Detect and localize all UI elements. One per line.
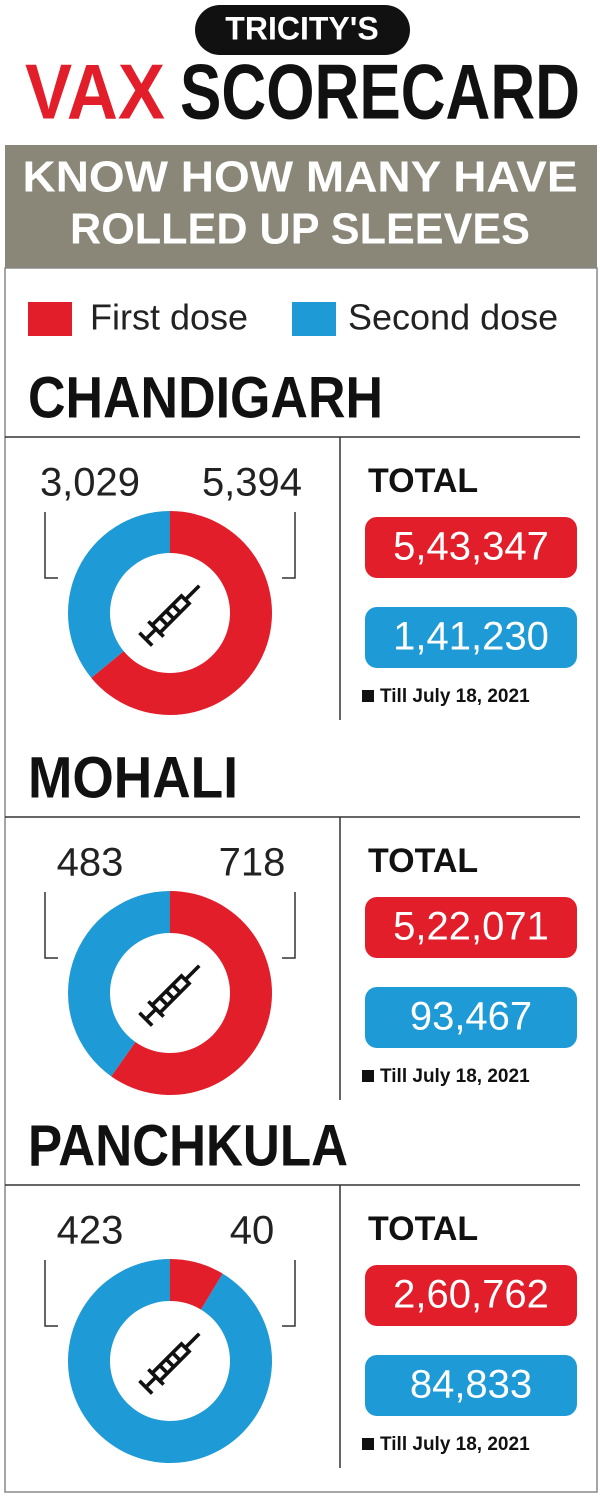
total-badge [365,1355,577,1416]
note-bullet [362,1438,374,1450]
note: Till July 18, 2021 [380,686,530,707]
value-label: 5,394 [202,461,302,505]
total-badge [365,607,577,668]
donut-slice [111,891,272,1096]
section-title: MOHALI [28,745,238,810]
total-value: 5,22,071 [393,905,549,949]
value-label: 718 [219,841,286,885]
syringe-icon [136,576,209,649]
value-label: 423 [57,1209,124,1253]
total-badge [365,987,577,1048]
value-label: 483 [57,841,124,885]
note: Till July 18, 2021 [380,1066,530,1087]
total-heading: TOTAL [368,1210,478,1248]
total-badge [365,517,577,578]
legend-label: Second dose [348,297,558,338]
total-value: 2,60,762 [393,1273,549,1317]
legend-swatch [28,302,72,336]
syringe-icon [136,956,209,1029]
title-black: SCORECARD [180,48,580,136]
legend-swatch [292,302,336,336]
note-bullet [362,690,374,702]
donut-slice [68,511,170,678]
donut-slice [91,511,273,716]
subtitle: ROLLED UP SLEEVES [70,205,530,254]
total-badge [365,1265,577,1326]
section-title: CHANDIGARH [28,365,383,430]
total-heading: TOTAL [368,462,478,500]
donut-slice [170,1259,223,1310]
syringe-icon [136,1324,209,1397]
bracket [282,1260,296,1327]
legend-label: First dose [90,297,248,338]
bracket [282,892,296,959]
bracket [44,892,58,959]
total-heading: TOTAL [368,842,478,880]
kicker-pill [195,5,410,55]
donut-slice [68,1259,273,1464]
total-value: 1,41,230 [393,615,549,659]
value-label: 40 [230,1209,275,1253]
bracket [282,512,296,579]
bracket [44,512,58,579]
title-red: VAX [25,48,165,136]
section-title: PANCHKULA [28,1113,348,1178]
frame [4,267,598,1493]
donut-slice [67,891,170,1077]
total-value: 84,833 [410,1363,532,1407]
kicker: TRICITY'S [225,10,378,46]
total-value: 5,43,347 [393,525,549,569]
subtitle: KNOW HOW MANY HAVE [23,153,578,202]
note: Till July 18, 2021 [380,1434,530,1455]
bracket [44,1260,58,1327]
value-label: 3,029 [40,461,140,505]
note-bullet [362,1070,374,1082]
total-badge [365,897,577,958]
total-value: 93,467 [410,995,532,1039]
subtitle-band [5,145,597,268]
